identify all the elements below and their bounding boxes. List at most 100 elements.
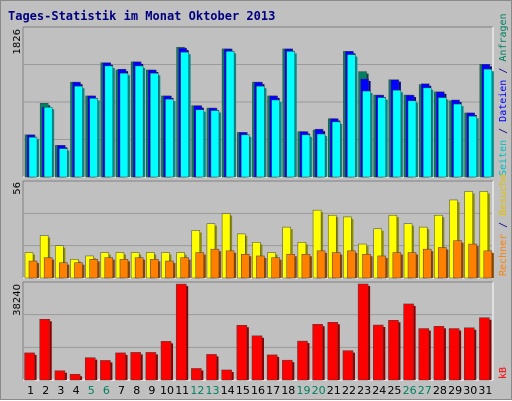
y-max-label-bot: 38240: [12, 284, 23, 316]
bar-kb-day-27: [418, 328, 430, 381]
bar-seiten-day-28: [438, 97, 447, 178]
bar-seiten-day-20: [316, 133, 326, 178]
bar-rechner-day-10: [165, 260, 174, 279]
bar-seiten-day-6: [104, 65, 114, 178]
x-tick-label-day-18: 18: [281, 384, 295, 397]
bar-kb-day-25: [388, 320, 399, 381]
bar-rechner-day-9: [150, 259, 159, 279]
bar-rechner-day-19: [301, 254, 311, 279]
legend-mid: Rechner / Besuche: [498, 174, 509, 276]
bar-rechner-day-31: [483, 250, 493, 279]
bar-kb-day-8: [130, 352, 141, 381]
x-tick-label-day-12: 12: [190, 384, 204, 397]
bar-seiten-day-4: [74, 85, 83, 178]
bar-kb-day-15: [236, 325, 248, 381]
bar-rechner-day-26: [407, 252, 417, 279]
x-tick-label-day-13: 13: [206, 384, 220, 397]
bar-kb-day-18: [282, 359, 293, 381]
x-tick-label-day-6: 6: [103, 384, 110, 397]
panel-mid-axis-labels: 56: [12, 182, 23, 195]
bar-seiten-day-23: [362, 90, 371, 178]
bar-seiten-day-12: [195, 109, 205, 178]
bar-kb-day-3: [54, 370, 66, 381]
bar-seiten-day-27: [422, 87, 432, 178]
bar-rechner-day-12: [195, 252, 205, 279]
bar-seiten-day-8: [134, 65, 144, 178]
x-tick-label-day-27: 27: [418, 384, 432, 397]
x-tick-label-day-1: 1: [27, 384, 34, 397]
bar-seiten-day-17: [271, 99, 280, 178]
bar-rechner-day-24: [377, 255, 386, 279]
bar-seiten-day-26: [407, 100, 417, 178]
bar-kb-day-11: [175, 283, 187, 381]
x-tick-label-day-2: 2: [42, 384, 49, 397]
bar-kb-day-2: [39, 318, 50, 381]
legend-dateien: Dateien: [498, 80, 509, 122]
x-tick-label-day-30: 30: [463, 384, 477, 397]
bar-seiten-day-16: [256, 85, 265, 178]
bar-rechner-day-23: [362, 254, 371, 279]
x-tick-label-day-3: 3: [57, 384, 64, 397]
x-tick-label-day-14: 14: [221, 384, 235, 397]
bar-kb-day-22: [342, 350, 354, 381]
bar-rechner-day-5: [89, 259, 98, 279]
bar-seiten-day-15: [241, 134, 250, 178]
x-tick-label-day-25: 25: [387, 384, 401, 397]
bar-kb-day-6: [100, 360, 111, 381]
bar-kb-day-29: [448, 328, 460, 381]
bar-kb-day-30: [464, 327, 475, 381]
bar-seiten-day-5: [89, 98, 98, 178]
bar-seiten-day-18: [286, 51, 295, 178]
panel-top-axis-labels: 1826: [12, 29, 23, 54]
bar-seiten-day-13: [210, 110, 220, 178]
bar-kb-day-26: [403, 303, 414, 381]
bar-seiten-day-3: [59, 148, 68, 178]
bar-rechner-day-18: [286, 254, 295, 279]
bar-seiten-day-22: [347, 54, 356, 178]
bar-kb-day-20: [312, 324, 323, 381]
bar-kb-day-19: [297, 340, 308, 381]
bar-rechner-day-27: [422, 248, 432, 279]
bar-rechner-day-6: [104, 257, 114, 279]
bar-rechner-day-15: [241, 254, 250, 279]
bar-kb-day-28: [433, 326, 445, 381]
bar-seiten-day-31: [483, 68, 493, 178]
legend-top: Seiten / Dateien / Anfragen: [498, 13, 509, 176]
x-tick-label-day-22: 22: [342, 384, 356, 397]
legend-rechner: Rechner: [498, 234, 509, 276]
bar-kb-day-13: [206, 354, 217, 381]
x-tick-label-day-21: 21: [327, 384, 341, 397]
x-tick-label-day-20: 20: [312, 384, 326, 397]
bar-kb-day-21: [327, 322, 339, 381]
panel-bot-axis-labels: 38240: [12, 284, 23, 316]
x-tick-label-day-19: 19: [296, 384, 310, 397]
legend-anfragen: Anfragen: [498, 13, 509, 61]
bar-seiten-day-2: [43, 107, 53, 178]
bar-seiten-day-29: [453, 103, 462, 178]
bar-rechner-day-14: [225, 250, 235, 279]
legend-kb: kB: [498, 367, 509, 379]
bar-rechner-day-11: [180, 257, 189, 279]
bar-rechner-day-28: [438, 247, 447, 279]
x-tick-label-day-4: 4: [73, 384, 80, 397]
bar-kb-day-23: [357, 283, 369, 381]
x-tick-label-day-16: 16: [251, 384, 265, 397]
bar-rechner-day-13: [210, 248, 220, 279]
bar-seiten-day-11: [180, 51, 189, 178]
bar-kb-day-4: [69, 373, 81, 381]
bar-kb-day-9: [145, 352, 157, 381]
x-tick-label-day-23: 23: [357, 384, 371, 397]
y-max-label-top: 1826: [12, 29, 23, 54]
bar-kb-day-7: [115, 352, 126, 381]
bar-rechner-day-1: [28, 260, 38, 279]
bar-rechner-day-7: [119, 259, 129, 279]
legend-seiten: Seiten: [498, 140, 509, 176]
x-tick-label-day-15: 15: [236, 384, 250, 397]
bar-kb-day-14: [221, 369, 232, 381]
x-tick-label-day-17: 17: [266, 384, 280, 397]
x-tick-label-day-11: 11: [175, 384, 189, 397]
bar-rechner-day-8: [134, 257, 144, 279]
bar-seiten-day-25: [392, 90, 402, 178]
